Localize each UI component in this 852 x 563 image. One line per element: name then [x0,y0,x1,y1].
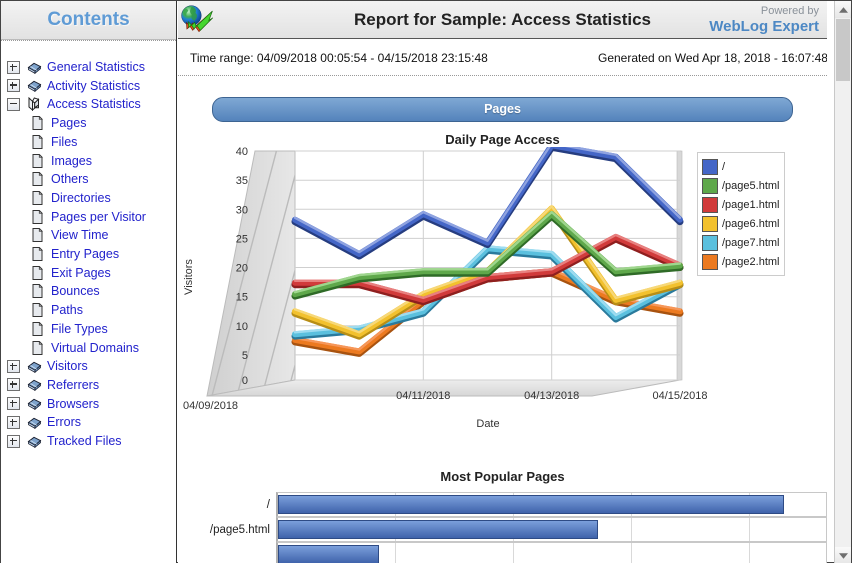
svg-text:35: 35 [236,175,248,187]
svg-text:40: 40 [236,147,248,158]
svg-text:20: 20 [236,263,248,275]
svg-text:0: 0 [242,375,248,387]
svg-text:25: 25 [236,233,248,245]
svg-text:15: 15 [236,292,248,304]
svg-text:04/15/2018: 04/15/2018 [652,390,707,402]
svg-text:04/13/2018: 04/13/2018 [524,390,579,402]
svg-text:Date: Date [476,418,499,430]
svg-text:5: 5 [242,350,248,362]
svg-text:10: 10 [236,321,248,333]
svg-text:04/09/2018: 04/09/2018 [183,400,238,412]
svg-text:Visitors: Visitors [183,259,195,295]
svg-text:30: 30 [236,204,248,216]
svg-text:04/11/2018: 04/11/2018 [396,390,450,402]
